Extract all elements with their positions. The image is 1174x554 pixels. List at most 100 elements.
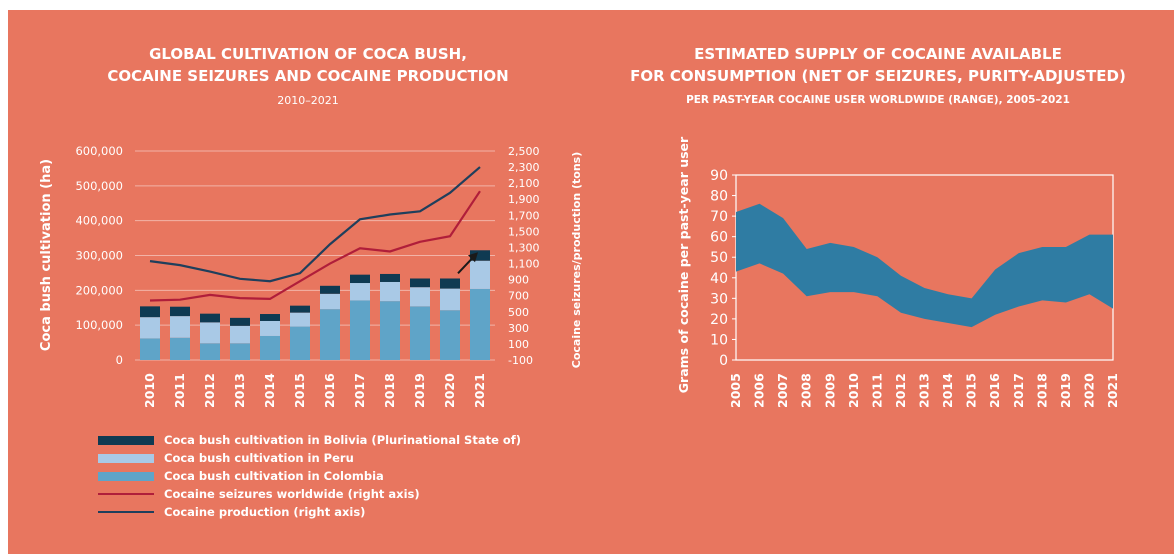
right-y-tick-label: 300 (508, 322, 529, 335)
left-y-tick-label: 200,000 (75, 283, 123, 297)
infographic-panel: GLOBAL CULTIVATION OF COCA BUSH, COCAINE… (8, 10, 1174, 554)
right-chart-title-line2: FOR CONSUMPTION (NET OF SEIZURES, PURITY… (630, 67, 1126, 85)
area-y-tick-label: 0 (719, 353, 728, 369)
x-tick-label: 2020 (442, 373, 457, 408)
right-y-tick-label: 2,500 (508, 145, 540, 158)
x-tick-label: 2012 (202, 373, 217, 408)
legend-label: Coca bush cultivation in Bolivia (Plurin… (164, 433, 521, 447)
supply-range-band (736, 203, 1113, 328)
legend-label: Coca bush cultivation in Colombia (164, 469, 384, 483)
peru-bar (380, 281, 400, 302)
annotation-arrow-head (468, 252, 478, 263)
legend-swatch (98, 436, 154, 445)
bolivia-bar (380, 273, 400, 282)
area-y-tick-label: 50 (710, 250, 728, 266)
cropped-header-strip (0, 0, 1174, 10)
peru-bar (320, 293, 340, 310)
left-y-tick-label: 0 (116, 353, 123, 367)
peru-bar (470, 260, 490, 289)
colombia-bar (440, 310, 460, 360)
x-tick-label: 2016 (322, 373, 337, 408)
peru-bar (200, 322, 220, 344)
peru-bar (440, 288, 460, 311)
bolivia-bar (200, 313, 220, 323)
left-chart-title-line1: GLOBAL CULTIVATION OF COCA BUSH, (149, 45, 467, 63)
legend-label: Coca bush cultivation in Peru (164, 451, 354, 465)
right-chart-title-line1: ESTIMATED SUPPLY OF COCAINE AVAILABLE (694, 45, 1062, 63)
right-y-tick-label: 2,300 (508, 161, 540, 174)
area-x-tick-label: 2017 (1011, 373, 1026, 408)
bolivia-bar (350, 274, 370, 284)
left-y-tick-label: 300,000 (75, 249, 123, 263)
x-tick-label: 2017 (352, 373, 367, 408)
right-y-tick-label: 100 (508, 338, 529, 351)
x-tick-label: 2018 (382, 373, 397, 408)
x-tick-label: 2014 (262, 373, 277, 408)
peru-bar (260, 320, 280, 336)
bolivia-bar (320, 285, 340, 294)
colombia-bar (290, 326, 310, 360)
area-x-tick-label: 2008 (799, 373, 814, 408)
production-line (149, 166, 481, 283)
colombia-bar (470, 288, 490, 360)
bolivia-bar (440, 278, 460, 289)
x-tick-label: 2021 (472, 373, 487, 408)
right-y-tick-label: 1,700 (508, 209, 540, 222)
area-y-tick-label: 20 (710, 312, 728, 328)
x-tick-label: 2019 (412, 373, 427, 408)
area-x-tick-label: 2010 (846, 373, 861, 408)
left-y-axis-label: Coca bush cultivation (ha) (39, 159, 54, 351)
area-x-tick-label: 2016 (987, 373, 1002, 408)
legend-label: Cocaine production (right axis) (164, 505, 365, 519)
right-y-tick-label: 2,100 (508, 177, 540, 190)
x-tick-label: 2013 (232, 373, 247, 408)
legend-label: Cocaine seizures worldwide (right axis) (164, 487, 420, 501)
peru-bar (230, 325, 250, 344)
area-x-tick-label: 2020 (1081, 373, 1096, 408)
area-y-tick-label: 80 (710, 189, 728, 205)
bolivia-bar (230, 317, 250, 326)
area-x-tick-label: 2014 (940, 373, 955, 408)
colombia-bar (350, 300, 370, 360)
peru-bar (410, 287, 430, 307)
x-tick-label: 2011 (172, 373, 187, 408)
left-y-tick-label: 500,000 (75, 179, 123, 193)
peru-bar (290, 312, 310, 327)
legend-swatch (98, 454, 154, 463)
area-y-tick-label: 10 (710, 332, 728, 348)
bolivia-bar (170, 306, 190, 317)
peru-bar (140, 317, 160, 339)
left-y-tick-label: 100,000 (75, 318, 123, 332)
colombia-bar (170, 337, 190, 360)
area-x-tick-label: 2013 (917, 373, 932, 408)
left-chart-subtitle: 2010–2021 (277, 94, 339, 107)
area-x-tick-label: 2019 (1058, 373, 1073, 408)
right-chart-subtitle: PER PAST-YEAR COCAINE USER WORLDWIDE (RA… (686, 94, 1070, 106)
bolivia-bar (410, 278, 430, 288)
area-y-tick-label: 30 (710, 291, 728, 307)
colombia-bar (410, 306, 430, 360)
bolivia-bar (140, 306, 160, 318)
peru-bar (350, 283, 370, 301)
area-x-tick-label: 2006 (752, 373, 767, 408)
area-x-tick-label: 2011 (869, 373, 884, 408)
left-y-tick-label: 600,000 (75, 144, 123, 158)
bolivia-bar (470, 250, 490, 261)
area-x-tick-label: 2005 (728, 373, 743, 408)
colombia-bar (230, 343, 250, 360)
x-tick-label: 2010 (142, 373, 157, 408)
seizures-line (149, 190, 481, 302)
right-y-tick-label: 700 (508, 290, 529, 303)
right-y-tick-label: 500 (508, 306, 529, 319)
area-x-tick-label: 2012 (893, 373, 908, 408)
right-y-tick-label: -100 (508, 354, 533, 367)
right-y-tick-label: 1,300 (508, 241, 540, 254)
right-y-tick-label: 1,100 (508, 258, 540, 271)
area-y-tick-label: 70 (710, 209, 728, 225)
colombia-bar (380, 301, 400, 360)
area-x-tick-label: 2015 (964, 373, 979, 408)
area-x-tick-label: 2009 (822, 373, 837, 408)
peru-bar (170, 316, 190, 338)
area-y-tick-label: 90 (710, 168, 728, 184)
